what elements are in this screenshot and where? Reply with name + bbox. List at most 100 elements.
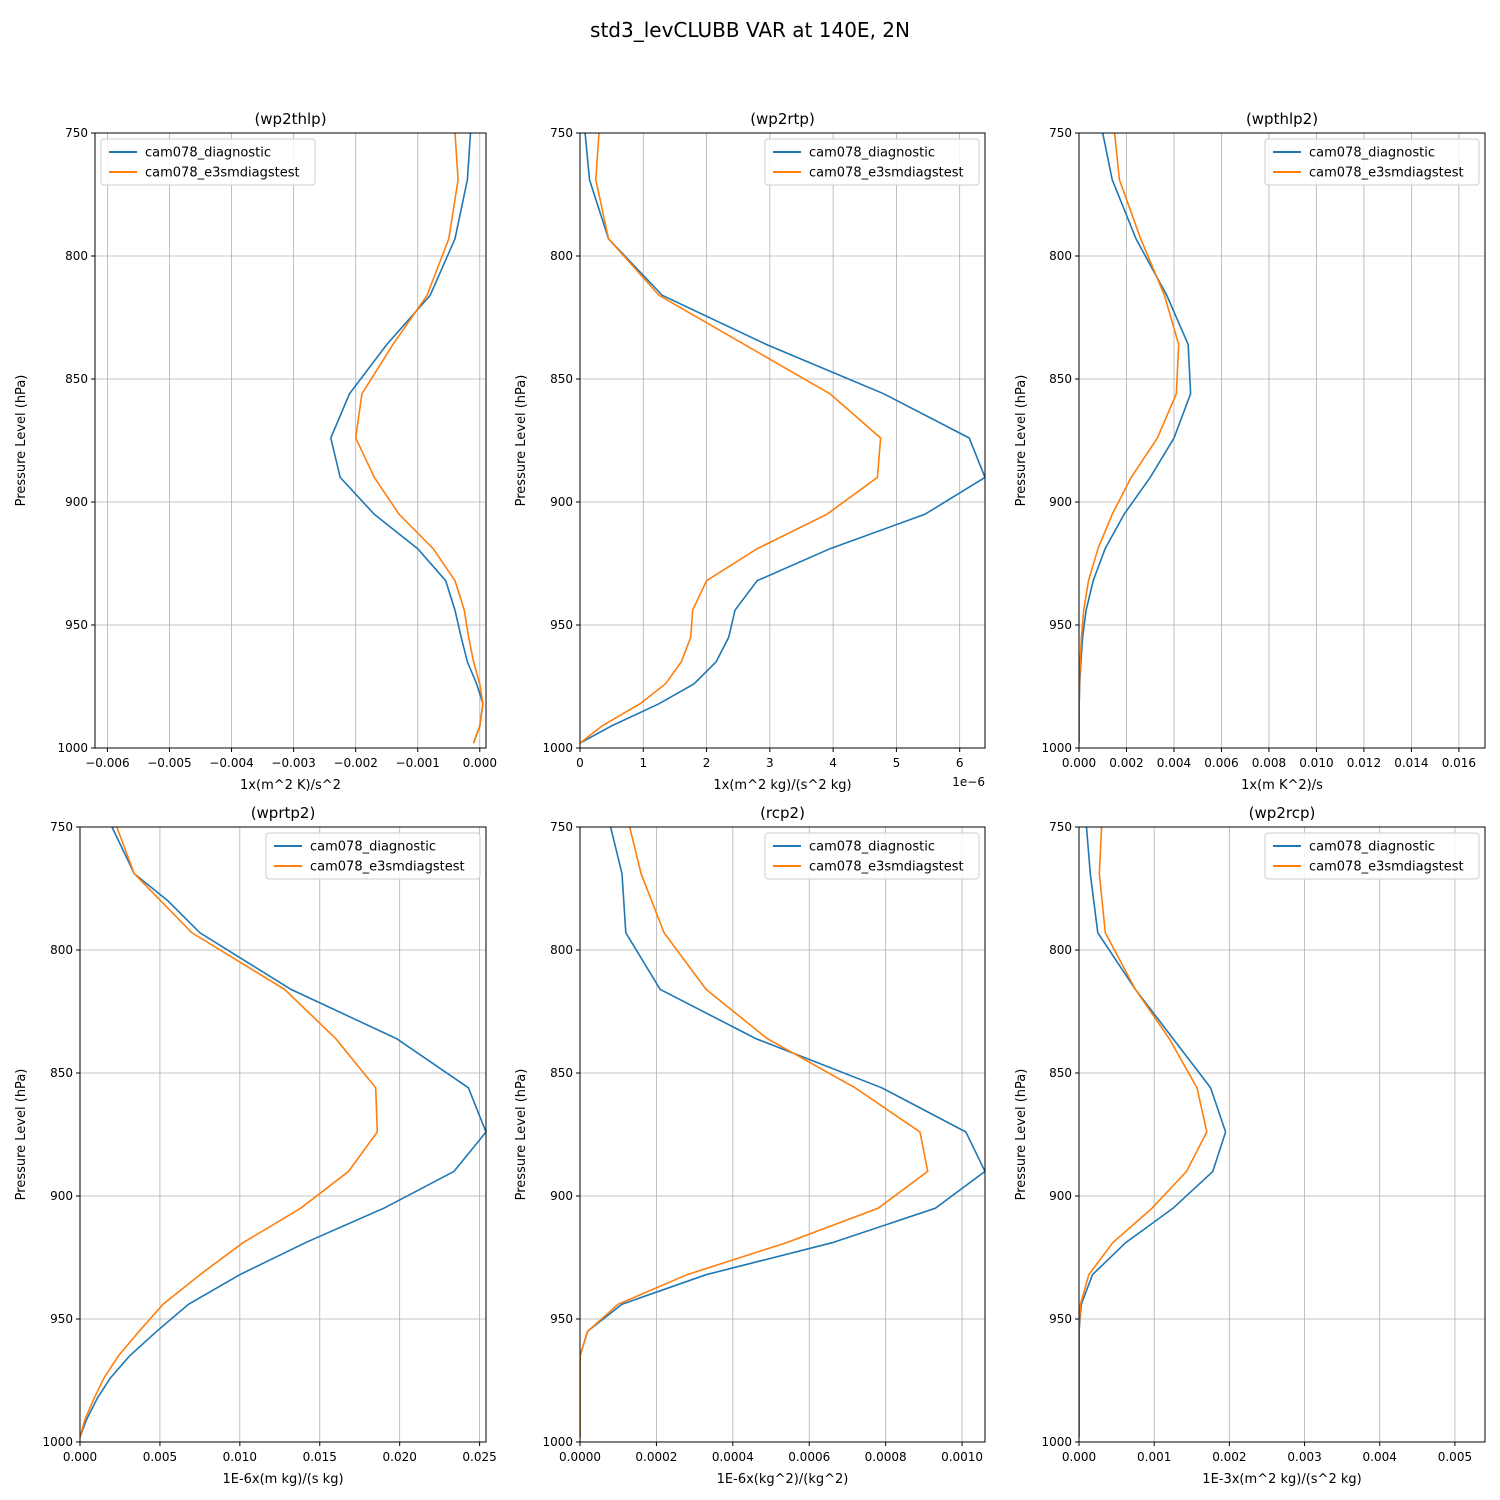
- y-tick-label: 950: [50, 1312, 73, 1326]
- series-line-cam078_e3smdiagstest: [1079, 133, 1180, 744]
- x-tick-label: 0.000: [463, 756, 497, 770]
- legend-entry: cam078_diagnostic: [809, 840, 935, 855]
- y-axis-label: Pressure Level (hPa): [1014, 375, 1029, 507]
- panel-title: (wp2rtp): [750, 110, 815, 128]
- x-tick-label: −0.006: [85, 756, 129, 770]
- panel-wprtp2: 0.000 0.005 0.010 0.015 0.020 0.025 750 800 850 9…: [14, 804, 497, 1487]
- y-tick-label: 1000: [1041, 1435, 1072, 1449]
- x-tick-label: 0.020: [383, 1450, 417, 1464]
- x-tick-label: 0.000: [63, 1450, 97, 1464]
- axes-frame: [579, 132, 986, 749]
- y-tick-label: 800: [1049, 249, 1072, 263]
- axes-frame: [94, 132, 487, 749]
- y-tick-label: 950: [550, 1312, 573, 1326]
- y-axis-label: Pressure Level (hPa): [1014, 1069, 1029, 1201]
- x-tick-label: 0.016: [1442, 756, 1476, 770]
- legend-entry: cam078_e3smdiagstest: [145, 166, 300, 181]
- series-line-cam078_diagnostic: [580, 133, 985, 744]
- x-tick-label: −0.002: [333, 756, 377, 770]
- legend-entry: cam078_e3smdiagstest: [809, 166, 964, 181]
- y-tick-label: 1000: [1041, 741, 1072, 755]
- x-tick-label: 1: [639, 756, 647, 770]
- x-tick-label: 0.003: [1287, 1450, 1321, 1464]
- x-tick-label: 5: [893, 756, 901, 770]
- y-tick-label: 850: [50, 1066, 73, 1080]
- y-axis-label: Pressure Level (hPa): [14, 1069, 29, 1201]
- x-tick-label: 0.014: [1394, 756, 1428, 770]
- y-tick-label: 950: [1049, 618, 1072, 632]
- legend-entry: cam078_e3smdiagstest: [809, 860, 964, 875]
- x-tick-label: 0.000: [1062, 1450, 1096, 1464]
- x-axis-label: 1x(m^2 kg)/(s^2 kg): [713, 778, 851, 793]
- x-tick-label: −0.005: [147, 756, 191, 770]
- series-line-cam078_e3smdiagstest: [80, 827, 379, 1438]
- x-axis-label: 1x(m^2 K)/s^2: [240, 778, 341, 793]
- y-tick-label: 900: [550, 1189, 573, 1203]
- panels: −0.006 −0.005 −0.004 −0.003 −0.002 −0.001 0.00…: [14, 110, 1486, 1487]
- y-tick-label: 800: [50, 943, 73, 957]
- x-tick-label: 0.010: [223, 1450, 257, 1464]
- y-axis-label: Pressure Level (hPa): [514, 375, 529, 507]
- x-tick-label: 0.006: [1204, 756, 1238, 770]
- x-tick-label: 0.015: [303, 1450, 337, 1464]
- x-tick-label: 0.0004: [712, 1450, 754, 1464]
- legend-entry: cam078_e3smdiagstest: [1309, 860, 1464, 875]
- legend: cam078_diagnostic cam078_e3smdiagstest: [764, 138, 980, 186]
- x-tick-label: 0.000: [1062, 756, 1096, 770]
- x-tick-label: 0.0010: [941, 1450, 983, 1464]
- legend-box: [1264, 832, 1480, 880]
- panel-title: (wprtp2): [251, 804, 316, 822]
- x-tick-label: 0.004: [1157, 756, 1191, 770]
- y-axis-label: Pressure Level (hPa): [514, 1069, 529, 1201]
- y-tick-label: 800: [65, 249, 88, 263]
- x-axis-label: 1E-6x(kg^2)/(kg^2): [717, 1472, 849, 1487]
- legend-entry: cam078_diagnostic: [1309, 840, 1435, 855]
- legend-entry: cam078_diagnostic: [1309, 146, 1435, 161]
- y-tick-label: 900: [50, 1189, 73, 1203]
- y-tick-label: 950: [1049, 1312, 1072, 1326]
- legend-box: [764, 832, 980, 880]
- series-line-cam078_diagnostic: [580, 827, 985, 1438]
- series-line-cam078_e3smdiagstest: [580, 827, 929, 1438]
- series-line-cam078_e3smdiagstest: [580, 133, 882, 744]
- x-tick-label: 0.005: [1438, 1450, 1472, 1464]
- x-tick-label: 4: [829, 756, 837, 770]
- legend-entry: cam078_diagnostic: [809, 146, 935, 161]
- panel-title: (wp2rcp): [1249, 804, 1316, 822]
- panel-title: (wpthlp2): [1246, 110, 1318, 128]
- panel-title: (wp2thlp): [254, 110, 326, 128]
- x-tick-label: 0.001: [1137, 1450, 1171, 1464]
- x-tick-label: 0.002: [1212, 1450, 1246, 1464]
- panel-rcp2: 0.0000 0.0002 0.0004 0.0006 0.0008 0.0010 750 8…: [514, 804, 986, 1487]
- x-tick-label: 0.0002: [635, 1450, 677, 1464]
- legend: cam078_diagnostic cam078_e3smdiagstest: [100, 138, 316, 186]
- axes-frame: [1078, 132, 1486, 749]
- series-line-cam078_diagnostic: [329, 133, 484, 744]
- x-tick-label: 0.0008: [865, 1450, 907, 1464]
- x-tick-label: −0.001: [396, 756, 440, 770]
- y-tick-label: 1000: [542, 1435, 573, 1449]
- legend-entry: cam078_diagnostic: [145, 146, 271, 161]
- y-tick-label: 800: [550, 249, 573, 263]
- x-tick-label: 0: [576, 756, 584, 770]
- legend: cam078_diagnostic cam078_e3smdiagstest: [1264, 138, 1480, 186]
- legend-box: [1264, 138, 1480, 186]
- x-tick-label: 2: [703, 756, 711, 770]
- series-line-cam078_diagnostic: [1079, 827, 1227, 1438]
- y-tick-label: 900: [1049, 1189, 1072, 1203]
- series-line-cam078_diagnostic: [80, 827, 486, 1438]
- y-tick-label: 750: [65, 126, 88, 140]
- y-tick-label: 900: [1049, 495, 1072, 509]
- axes-frame: [579, 826, 986, 1443]
- legend-box: [764, 138, 980, 186]
- y-tick-label: 850: [1049, 372, 1072, 386]
- y-tick-label: 850: [1049, 1066, 1072, 1080]
- y-tick-label: 900: [65, 495, 88, 509]
- x-tick-label: 0.005: [143, 1450, 177, 1464]
- panel-wpthlp2: 0.000 0.002 0.004 0.006 0.008 0.010 0.012 0.014…: [1014, 110, 1486, 793]
- panel-wp2thlp: −0.006 −0.005 −0.004 −0.003 −0.002 −0.001 0.00…: [14, 110, 497, 793]
- panel-title: (rcp2): [760, 804, 805, 822]
- x-axis-label: 1x(m K^2)/s: [1241, 778, 1323, 793]
- y-axis-label: Pressure Level (hPa): [14, 375, 29, 507]
- x-tick-label: 0.0000: [559, 1450, 601, 1464]
